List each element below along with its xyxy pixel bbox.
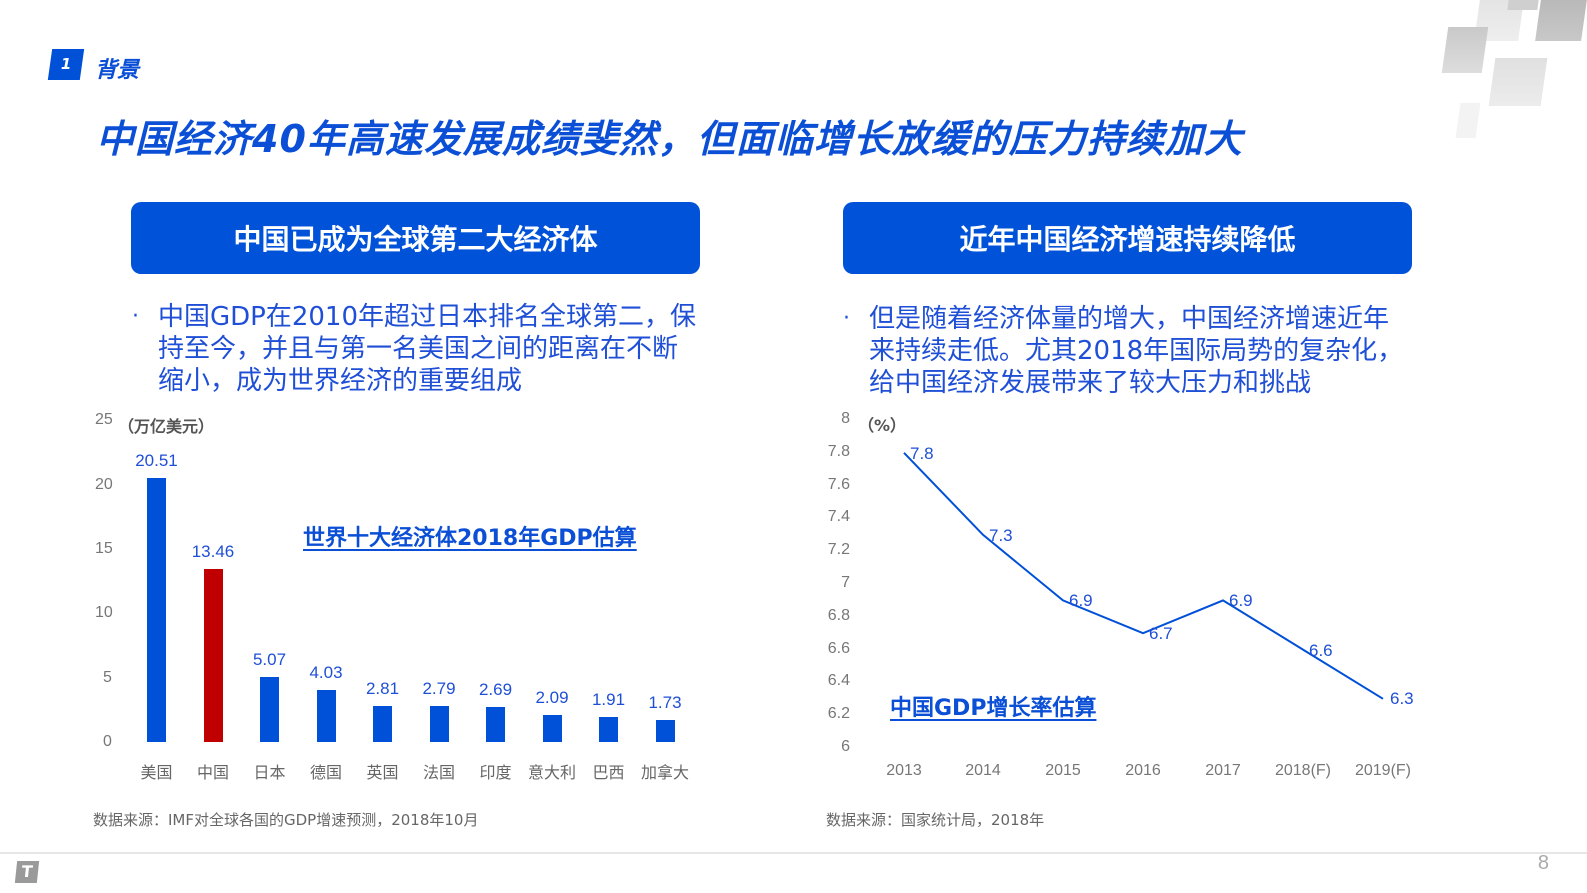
y-tick: 7.2 bbox=[827, 541, 850, 559]
bar-value-label: 2.69 bbox=[478, 680, 513, 700]
x-category-label: 印度 bbox=[479, 763, 512, 782]
bar-value-label: 2.79 bbox=[422, 679, 456, 699]
left-data-source: 数据来源：IMF对全球各国的GDP增速预测，2018年10月 bbox=[93, 811, 479, 829]
bar-value-label: 20.51 bbox=[135, 450, 178, 470]
y-tick: 7.6 bbox=[827, 475, 850, 493]
y-tick: 6.6 bbox=[827, 639, 850, 657]
x-category-label: 美国 bbox=[140, 763, 173, 782]
bar-value-label: 4.03 bbox=[309, 663, 343, 683]
y-tick: 7.8 bbox=[827, 442, 850, 460]
page-title: 中国经济40年高速发展成绩斐然，但面临增长放缓的压力持续加大 bbox=[96, 117, 1243, 161]
x-category-label: 日本 bbox=[253, 763, 286, 782]
bullet-line: 但是随着经济体量的增大，中国经济增速近年 bbox=[869, 304, 1390, 334]
bullet-icon: · bbox=[843, 306, 850, 331]
footer-divider bbox=[0, 852, 1587, 854]
bar bbox=[599, 717, 618, 742]
bar bbox=[147, 477, 166, 742]
bar bbox=[260, 676, 279, 742]
bar-value-label: 1.73 bbox=[648, 692, 682, 712]
right-bullet-text: · 但是随着经济体量的增大，中国经济增速近年 来持续走低。尤其2018年国际局势… bbox=[843, 303, 1404, 399]
bar bbox=[655, 719, 675, 742]
y-axis-unit: （%） bbox=[858, 416, 907, 435]
right-data-source: 数据来源：国家统计局，2018年 bbox=[826, 811, 1045, 829]
y-tick: 0 bbox=[103, 733, 112, 750]
x-category-label: 法国 bbox=[422, 763, 455, 782]
bar-chart-title: 世界十大经济体2018年GDP估算 bbox=[303, 526, 637, 551]
left-panel-title: 中国已成为全球第二大经济体 bbox=[131, 202, 700, 274]
x-tick: 2013 bbox=[886, 762, 922, 779]
bullet-line: 给中国经济发展带来了较大压力和挑战 bbox=[869, 368, 1312, 398]
logo-icon: T bbox=[14, 861, 40, 883]
y-tick: 15 bbox=[95, 540, 113, 557]
x-category-label: 巴西 bbox=[592, 763, 625, 782]
bar-value-label: 2.81 bbox=[365, 678, 400, 698]
x-tick: 2014 bbox=[965, 762, 1001, 779]
y-tick: 6.4 bbox=[827, 672, 850, 690]
point-value-label: 6.9 bbox=[1229, 591, 1253, 611]
bar bbox=[542, 715, 562, 742]
point-value-label: 6.3 bbox=[1390, 688, 1414, 708]
x-tick: 2016 bbox=[1125, 762, 1161, 779]
bullet-line: 中国GDP在2010年超过日本排名全球第二，保 bbox=[158, 302, 697, 332]
y-tick: 5 bbox=[103, 669, 112, 686]
bar-value-label: 13.46 bbox=[191, 541, 235, 561]
bar bbox=[373, 705, 392, 742]
point-value-label: 6.7 bbox=[1149, 624, 1173, 644]
page-number: 8 bbox=[1537, 852, 1549, 874]
bar bbox=[429, 706, 449, 742]
bullet-line: 来持续走低。尤其2018年国际局势的复杂化， bbox=[869, 336, 1404, 366]
bar-value-label: 1.91 bbox=[591, 690, 626, 710]
y-tick: 20 bbox=[95, 476, 113, 493]
bar-value-label: 5.07 bbox=[252, 649, 287, 669]
y-tick: 7.4 bbox=[827, 508, 850, 526]
y-tick: 6.2 bbox=[827, 705, 850, 723]
y-tick: 7 bbox=[841, 574, 850, 591]
line-chart-title: 中国GDP增长率估算 bbox=[890, 696, 1097, 721]
bar bbox=[486, 707, 505, 742]
x-category-label: 意大利 bbox=[527, 763, 576, 782]
point-value-label: 7.8 bbox=[910, 443, 934, 463]
bar bbox=[203, 568, 223, 742]
bullet-line: 持至今，并且与第一名美国之间的距离在不断 bbox=[158, 334, 679, 364]
y-tick: 6.8 bbox=[827, 606, 850, 624]
x-tick: 2015 bbox=[1045, 762, 1081, 779]
x-category-label: 德国 bbox=[309, 763, 342, 782]
y-tick: 10 bbox=[95, 604, 113, 621]
left-bullet-text: · 中国GDP在2010年超过日本排名全球第二，保 持至今，并且与第一名美国之间… bbox=[132, 301, 697, 397]
point-value-label: 7.3 bbox=[989, 525, 1013, 545]
x-tick: 2017 bbox=[1205, 762, 1241, 779]
section-title: 背景 bbox=[95, 58, 140, 83]
y-tick: 8 bbox=[841, 410, 850, 427]
x-category-label: 中国 bbox=[196, 763, 229, 782]
y-tick: 25 bbox=[95, 411, 113, 428]
x-category-label: 加拿大 bbox=[640, 763, 689, 782]
y-tick: 6 bbox=[841, 738, 850, 755]
bar-value-label: 2.09 bbox=[535, 688, 569, 708]
point-value-label: 6.9 bbox=[1069, 591, 1093, 611]
bar bbox=[316, 690, 336, 742]
bullet-line: 缩小，成为世界经济的重要组成 bbox=[158, 366, 523, 396]
y-axis-unit: （万亿美元） bbox=[118, 417, 215, 436]
bullet-icon: · bbox=[132, 304, 139, 329]
x-tick: 2019(F) bbox=[1354, 762, 1412, 779]
x-category-label: 英国 bbox=[366, 763, 399, 782]
right-panel-title: 近年中国经济增速持续降低 bbox=[843, 202, 1412, 274]
point-value-label: 6.6 bbox=[1309, 640, 1333, 660]
x-tick: 2018(F) bbox=[1274, 762, 1332, 779]
